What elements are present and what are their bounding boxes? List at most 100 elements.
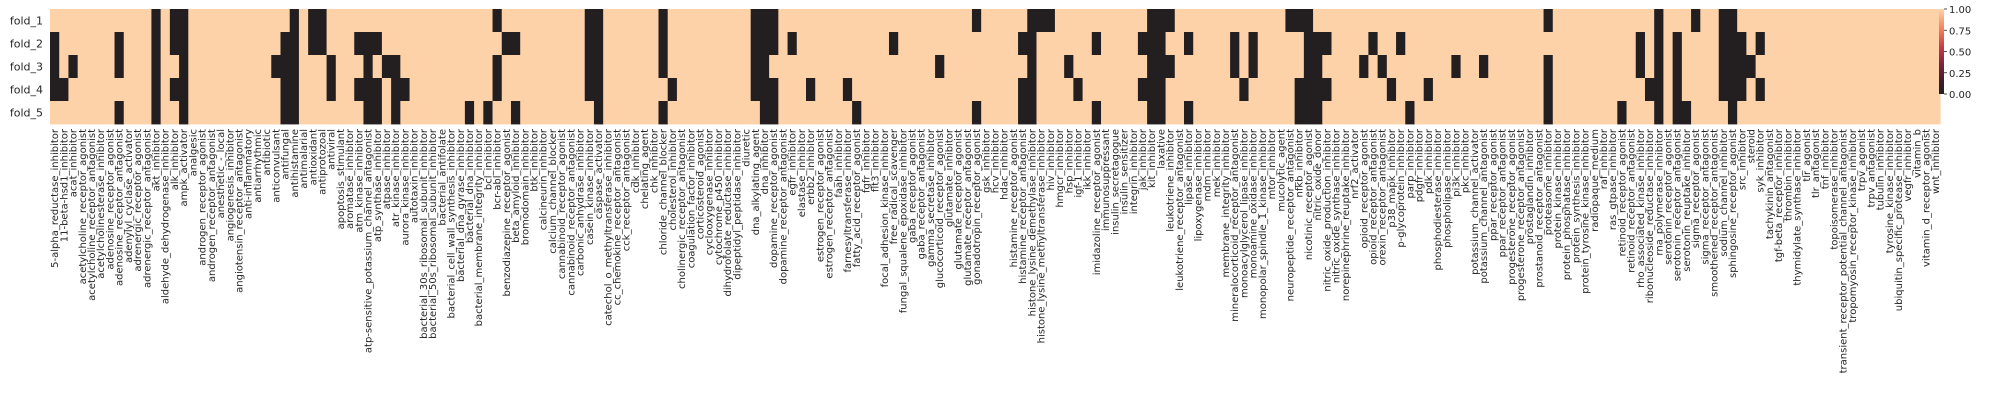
heatmap-cell bbox=[1515, 32, 1526, 56]
heatmap-cell bbox=[1644, 9, 1655, 33]
heatmap-cell bbox=[1718, 32, 1729, 56]
heatmap-cell bbox=[271, 101, 282, 125]
heatmap-cell bbox=[1737, 78, 1747, 102]
heatmap-cell bbox=[667, 9, 678, 33]
heatmap-cell bbox=[243, 78, 254, 102]
heatmap-cell bbox=[1128, 55, 1139, 79]
heatmap-cell bbox=[575, 32, 586, 56]
column-label: histone_lysine_demethylase_inhibitor bbox=[1027, 128, 1038, 316]
heatmap-cell bbox=[584, 32, 595, 56]
heatmap-cell bbox=[1663, 9, 1674, 33]
heatmap-cell bbox=[879, 55, 890, 79]
heatmap-cell bbox=[428, 101, 438, 125]
heatmap-cell bbox=[1764, 32, 1775, 56]
heatmap-cell bbox=[575, 101, 586, 125]
column-label: benzodiazepine_receptor_agonist bbox=[502, 129, 513, 297]
heatmap-cell bbox=[925, 9, 936, 33]
heatmap-cell bbox=[1857, 101, 1867, 125]
heatmap-cell bbox=[547, 9, 558, 33]
column-label: nitric_oxide_production_inhibitor bbox=[1322, 128, 1333, 292]
column-label: estrogen_receptor_antagonist bbox=[825, 129, 836, 279]
heatmap-cell bbox=[944, 55, 955, 79]
heatmap-cell bbox=[409, 78, 420, 102]
heatmap-cell bbox=[354, 55, 365, 79]
heatmap-cell bbox=[1654, 55, 1665, 79]
column-label: progesterone_receptor_agonist bbox=[1507, 129, 1518, 285]
column-label: serotonin_receptor_antagonist bbox=[1673, 129, 1684, 281]
heatmap-cell bbox=[1580, 55, 1591, 79]
heatmap-cell bbox=[658, 55, 669, 79]
heatmap-cell bbox=[68, 32, 79, 56]
heatmap-cell bbox=[142, 55, 153, 79]
heatmap-cell bbox=[566, 101, 577, 125]
heatmap-cell bbox=[1810, 9, 1821, 33]
heatmap-cell bbox=[815, 32, 826, 56]
column-label: antimalarial bbox=[299, 129, 310, 189]
heatmap-cell bbox=[676, 78, 687, 102]
heatmap-cell bbox=[557, 55, 567, 79]
column-label: gsk_inhibitor bbox=[981, 128, 992, 193]
heatmap-cell bbox=[1644, 32, 1655, 56]
column-label: retinoid_receptor_agonist bbox=[1617, 129, 1628, 256]
heatmap-cell bbox=[971, 9, 982, 33]
column-label: protein_kinase_inhibitor bbox=[1553, 128, 1564, 248]
heatmap-cell bbox=[243, 9, 254, 33]
heatmap-cell bbox=[179, 9, 189, 33]
column-label: orexin_receptor_antagonist bbox=[1378, 129, 1389, 266]
heatmap-cell bbox=[59, 55, 70, 79]
column-label: fungal_squalene_epoxidase_inhibitor bbox=[898, 128, 909, 313]
heatmap-cell bbox=[557, 9, 567, 33]
column-label: parp_inhibitor bbox=[1405, 128, 1416, 198]
heatmap-cell bbox=[86, 9, 97, 33]
column-label: tropomyosin_receptor_kinase_inhibitor bbox=[1848, 128, 1859, 322]
heatmap-cell bbox=[649, 55, 660, 79]
heatmap-cell bbox=[621, 78, 632, 102]
heatmap-cell bbox=[870, 9, 881, 33]
heatmap-cell bbox=[520, 9, 531, 33]
heatmap-cell bbox=[925, 101, 936, 125]
heatmap-cell bbox=[769, 101, 779, 125]
heatmap-cell bbox=[474, 32, 484, 56]
heatmap-cell bbox=[962, 55, 973, 79]
heatmap-cell bbox=[1432, 101, 1443, 125]
heatmap-cell bbox=[501, 32, 512, 56]
heatmap-cell bbox=[723, 55, 733, 79]
heatmap-cell bbox=[787, 32, 798, 56]
heatmap-cell bbox=[1515, 55, 1526, 79]
heatmap-cell bbox=[1691, 101, 1701, 125]
heatmap-cell bbox=[1930, 78, 1941, 102]
heatmap-cell bbox=[1396, 32, 1406, 56]
column-label: elastase_inhibitor bbox=[797, 128, 808, 217]
heatmap-cell bbox=[1119, 32, 1130, 56]
heatmap-cell bbox=[1147, 9, 1157, 33]
heatmap-cell bbox=[759, 78, 770, 102]
heatmap-cell bbox=[833, 55, 844, 79]
heatmap-cell bbox=[686, 78, 696, 102]
heatmap-cell bbox=[1193, 78, 1204, 102]
heatmap-cell bbox=[1608, 101, 1618, 125]
column-label: cannabinoid_receptor_antagonist bbox=[566, 129, 577, 296]
heatmap-cell bbox=[298, 55, 309, 79]
column-label: atp-sensitive_potassium_channel_antagoni… bbox=[364, 129, 375, 353]
column-label: wnt_inhibitor bbox=[1931, 128, 1942, 194]
heatmap-cell bbox=[289, 101, 300, 125]
heatmap-cell bbox=[861, 78, 872, 102]
column-label: protein_synthesis_inhibitor bbox=[1571, 128, 1582, 263]
column-label: atm_kinase_inhibitor bbox=[354, 128, 365, 233]
colorbar-ticks: 0.00 0.25 0.50 0.75 1.00 bbox=[1944, 5, 1971, 101]
heatmap-cell bbox=[861, 32, 872, 56]
heatmap-cell bbox=[68, 55, 79, 79]
heatmap-cell bbox=[935, 55, 945, 79]
column-label: sphingosine_receptor_agonist bbox=[1728, 129, 1739, 278]
column-label: potassium_channel_activator bbox=[1470, 128, 1481, 275]
heatmap-cell bbox=[1589, 32, 1600, 56]
heatmap-cell bbox=[1515, 78, 1526, 102]
column-label: bacterial_30s_ribosomal_subunit_inhibito… bbox=[419, 128, 430, 339]
heatmap-cell bbox=[391, 55, 401, 79]
heatmap-cell bbox=[1211, 78, 1222, 102]
column-label: calcium_channel_blocker bbox=[548, 128, 559, 254]
heatmap-cell bbox=[547, 101, 558, 125]
heatmap-cell bbox=[1322, 101, 1333, 125]
heatmap-cell bbox=[1137, 101, 1148, 125]
heatmap-cell bbox=[428, 78, 438, 102]
